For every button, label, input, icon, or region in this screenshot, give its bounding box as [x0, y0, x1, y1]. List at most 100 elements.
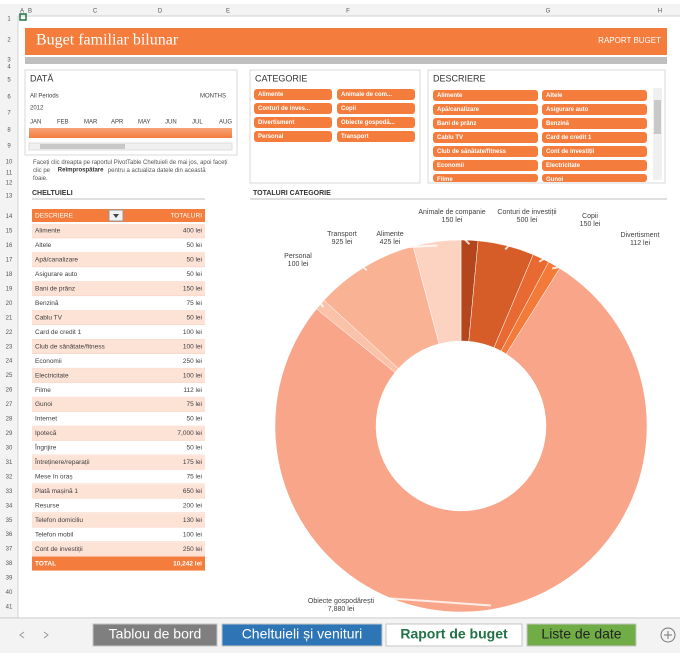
- row-header: 12: [6, 181, 13, 187]
- month[interactable]: APR: [111, 120, 124, 126]
- slicer-item[interactable]: Personal: [258, 134, 284, 140]
- cell: Îngrijire: [34, 443, 57, 452]
- month[interactable]: JUN: [165, 120, 177, 126]
- donut-slice[interactable]: [274, 268, 648, 613]
- row-header: 33: [6, 489, 13, 495]
- slicer-button[interactable]: [433, 90, 538, 101]
- slicer-item[interactable]: Animale de com...: [341, 92, 392, 98]
- tab-label[interactable]: Liste de date: [541, 626, 621, 642]
- donut-slice[interactable]: [412, 239, 462, 345]
- month[interactable]: FEB: [57, 120, 69, 126]
- slicer-button[interactable]: [337, 117, 415, 128]
- slicer-button[interactable]: [542, 104, 647, 115]
- slicer-button[interactable]: [337, 89, 415, 100]
- slicer-button[interactable]: [254, 103, 332, 114]
- slicer-button[interactable]: [433, 160, 538, 171]
- tab-nav[interactable]: [19, 631, 49, 639]
- sheet-tab[interactable]: [526, 623, 637, 647]
- add-sheet-icon[interactable]: [664, 631, 672, 639]
- row-header: 24: [6, 359, 13, 365]
- slicer-button[interactable]: [542, 174, 647, 182]
- slicer-item[interactable]: Gunoi: [546, 177, 564, 183]
- slicer-item[interactable]: Economii: [437, 163, 464, 169]
- add-sheet[interactable]: [660, 627, 676, 643]
- slicer-button[interactable]: [254, 131, 332, 142]
- slicer-item[interactable]: Apă/canalizare: [437, 107, 480, 113]
- row-header: 14: [6, 214, 13, 220]
- slicer-button[interactable]: [542, 132, 647, 143]
- scroll-thumb[interactable]: [40, 144, 125, 149]
- slice-label: Alimente: [376, 231, 403, 238]
- level[interactable]: MONTHS: [200, 94, 226, 100]
- slicer-button[interactable]: [433, 146, 538, 157]
- column-header: B: [28, 9, 32, 15]
- month[interactable]: MAR: [84, 120, 98, 126]
- month[interactable]: AUG: [219, 120, 232, 126]
- scroll-thumb[interactable]: [654, 100, 661, 134]
- tab-label[interactable]: Tablou de bord: [109, 626, 202, 642]
- note-text: pentru a actualiza datele din această foa…: [33, 168, 206, 182]
- slicer-item[interactable]: Obiecte gospodă...: [341, 120, 395, 126]
- slicer-item[interactable]: Filme: [437, 177, 453, 183]
- slice-value: 925 lei: [332, 239, 353, 246]
- slice-label: Divertisment: [621, 232, 660, 239]
- slicer-item[interactable]: Divertisment: [258, 120, 294, 126]
- selected-cell[interactable]: [19, 13, 27, 21]
- cell: Altele: [35, 242, 52, 249]
- slicer-button[interactable]: [542, 146, 647, 157]
- tab-label[interactable]: Raport de buget: [400, 626, 508, 642]
- date-slicer[interactable]: [24, 69, 238, 156]
- slicer-item[interactable]: Bani de prânz: [437, 121, 476, 127]
- slicer-item[interactable]: Conturi de inves...: [258, 106, 310, 112]
- slicer-item[interactable]: Copii: [341, 106, 356, 112]
- slicer-title: CATEGORIE: [255, 73, 307, 83]
- slicer-item[interactable]: Cablu TV: [437, 135, 463, 141]
- slicer-button[interactable]: [254, 117, 332, 128]
- slicer-item[interactable]: Transport: [341, 134, 369, 140]
- table-row: [32, 252, 205, 267]
- cell: 75 lei: [186, 474, 202, 481]
- month[interactable]: MAY: [138, 120, 151, 126]
- row-header: 21: [6, 315, 13, 321]
- sheet-tab[interactable]: [385, 623, 523, 647]
- timeline-scrollbar[interactable]: [28, 142, 233, 151]
- row-header: 16: [6, 243, 13, 249]
- row-header: 17: [6, 257, 13, 263]
- slicer-item[interactable]: Cont de investiții: [546, 149, 595, 155]
- slicer-button[interactable]: [433, 132, 538, 143]
- slicer-item[interactable]: Altele: [546, 93, 563, 99]
- slicer-item[interactable]: Electricitate: [546, 163, 581, 169]
- slicer-button[interactable]: [254, 89, 332, 100]
- slicer-item[interactable]: Alimente: [437, 93, 463, 99]
- slicer-item[interactable]: Alimente: [258, 92, 284, 98]
- slicer-item[interactable]: Club de sănătate/fitness: [437, 149, 507, 155]
- tab-label[interactable]: Cheltuieli și venituri: [242, 626, 363, 642]
- slicer-item[interactable]: Asigurare auto: [546, 107, 589, 113]
- slicer-button[interactable]: [542, 160, 647, 171]
- slicer-button[interactable]: [433, 174, 538, 182]
- title: Buget familiar bilunar: [36, 32, 179, 49]
- column-label: TOTALURI: [170, 213, 202, 220]
- slicer-button[interactable]: [542, 90, 647, 101]
- slicer-title: DESCRIERE: [433, 73, 486, 83]
- sheet-tab[interactable]: [221, 623, 383, 647]
- row-header: 22: [6, 330, 13, 336]
- slicer-item[interactable]: Benzină: [546, 121, 570, 127]
- slicer-button[interactable]: [337, 103, 415, 114]
- slicer-item[interactable]: Card de credit 1: [546, 135, 592, 141]
- filter-arrow[interactable]: [113, 214, 119, 218]
- slicer-button[interactable]: [542, 118, 647, 129]
- timeline-bar[interactable]: [29, 128, 232, 138]
- slicer-button[interactable]: [337, 131, 415, 142]
- cell: 175 lei: [183, 459, 202, 466]
- cell: 130 lei: [183, 517, 202, 524]
- month[interactable]: JUL: [192, 120, 203, 126]
- cell: Cont de investiții: [35, 546, 83, 553]
- sheet-tab[interactable]: [92, 623, 218, 647]
- table-title: CHELTUIELI: [32, 190, 73, 197]
- month[interactable]: JAN: [30, 120, 41, 126]
- slicer-button[interactable]: [433, 104, 538, 115]
- slice-value: 150 lei: [580, 221, 601, 228]
- slicer-button[interactable]: [433, 118, 538, 129]
